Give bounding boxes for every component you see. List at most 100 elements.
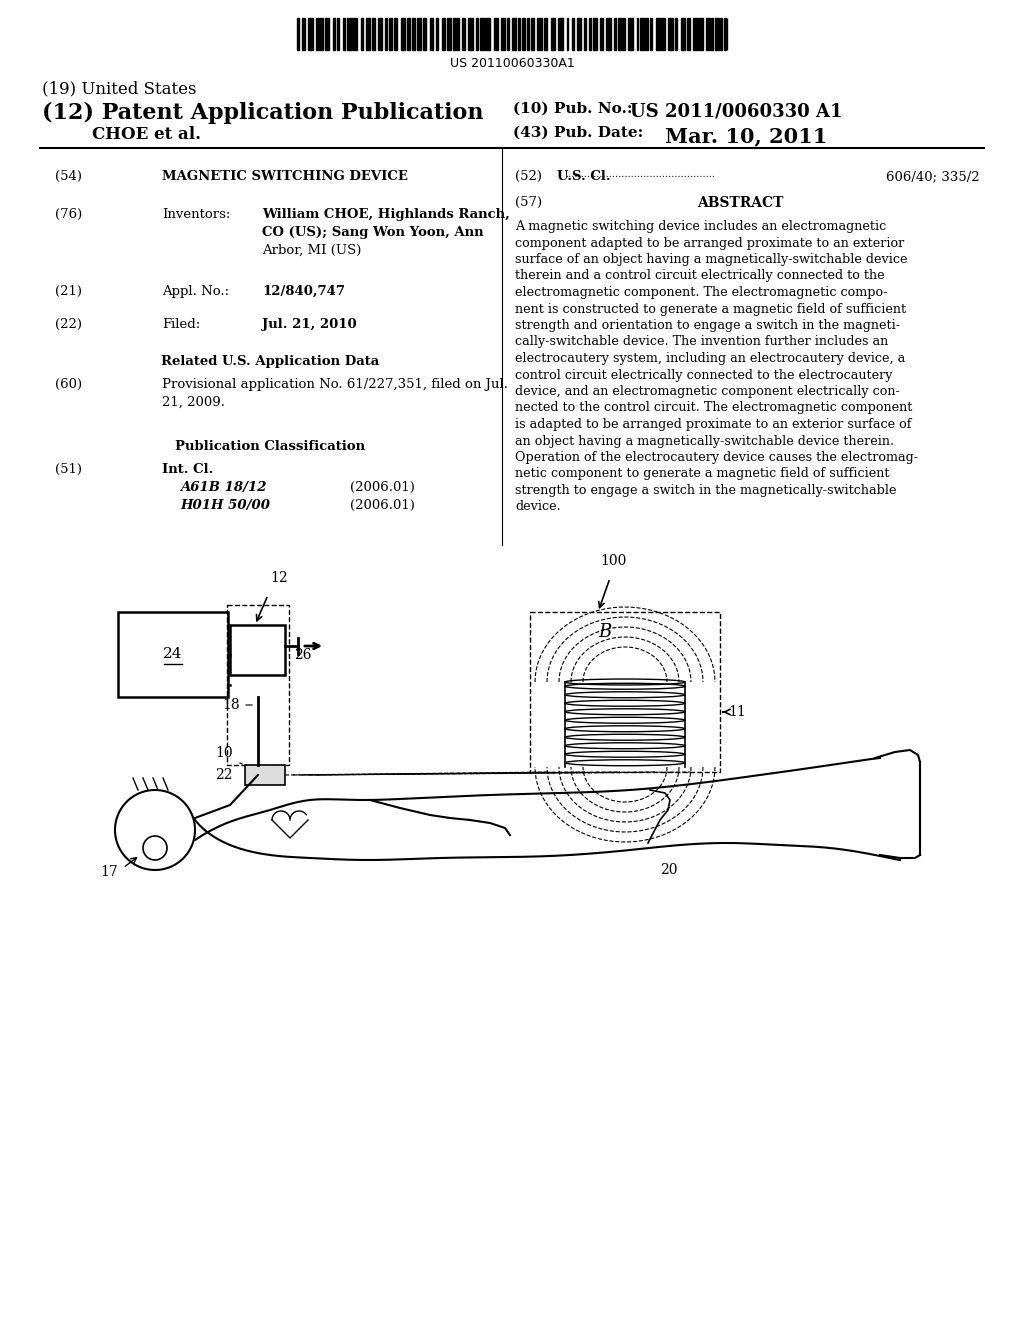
Bar [538, 18, 542, 50]
Bar [245, 766, 285, 785]
Text: (19) United States: (19) United States [42, 81, 197, 96]
Text: Int. Cl.: Int. Cl. [162, 463, 213, 477]
Bar [446, 18, 451, 50]
Bar [385, 18, 387, 50]
Text: ABSTRACT: ABSTRACT [696, 195, 783, 210]
Text: cally-switchable device. The invention further includes an: cally-switchable device. The invention f… [515, 335, 888, 348]
Text: 12/840,747: 12/840,747 [262, 285, 345, 298]
Bar [454, 18, 456, 50]
Bar [589, 18, 591, 50]
Bar [699, 18, 702, 50]
Bar [118, 612, 228, 697]
Bar [584, 18, 586, 50]
Bar [617, 18, 621, 50]
Bar [462, 18, 465, 50]
Bar [480, 18, 483, 50]
Text: Provisional application No. 61/227,351, filed on Jul.: Provisional application No. 61/227,351, … [162, 378, 508, 391]
Bar [724, 18, 726, 50]
Bar [530, 612, 720, 772]
Text: 22: 22 [215, 768, 233, 781]
Bar [650, 18, 652, 50]
Bar [494, 18, 499, 50]
Text: device.: device. [515, 500, 561, 513]
Text: nected to the control circuit. The electromagnetic component: nected to the control circuit. The elect… [515, 401, 912, 414]
Bar [394, 18, 397, 50]
Bar [321, 18, 323, 50]
Bar [343, 18, 345, 50]
Text: Operation of the electrocautery device causes the electromag-: Operation of the electrocautery device c… [515, 451, 918, 465]
Bar [558, 18, 563, 50]
Bar [600, 18, 603, 50]
Bar [353, 18, 356, 50]
Text: component adapted to be arranged proximate to an exterior: component adapted to be arranged proxima… [515, 236, 904, 249]
Text: electromagnetic component. The electromagnetic compo-: electromagnetic component. The electroma… [515, 286, 888, 300]
Bar [522, 18, 525, 50]
Bar [430, 18, 432, 50]
Text: 17: 17 [100, 865, 118, 879]
Bar [400, 18, 404, 50]
Bar [640, 18, 644, 50]
Text: 20: 20 [660, 863, 678, 876]
Text: control circuit electrically connected to the electrocautery: control circuit electrically connected t… [515, 368, 893, 381]
Text: (2006.01): (2006.01) [350, 480, 415, 494]
Bar [413, 18, 416, 50]
Bar [302, 18, 305, 50]
Bar [687, 18, 690, 50]
Text: (12) Patent Application Publication: (12) Patent Application Publication [42, 102, 483, 124]
Text: CHOE et al.: CHOE et al. [92, 125, 201, 143]
Bar [693, 18, 697, 50]
Bar [315, 18, 319, 50]
Bar [645, 18, 647, 50]
Bar [606, 18, 610, 50]
Text: therein and a control circuit electrically connected to the: therein and a control circuit electrical… [515, 269, 885, 282]
Text: (43) Pub. Date:: (43) Pub. Date: [513, 125, 643, 140]
Text: Mar. 10, 2011: Mar. 10, 2011 [665, 125, 827, 147]
Bar [720, 18, 722, 50]
Bar [512, 18, 516, 50]
Text: A magnetic switching device includes an electromagnetic: A magnetic switching device includes an … [515, 220, 886, 234]
Text: 606/40; 335/2: 606/40; 335/2 [887, 170, 980, 183]
Bar [230, 624, 285, 675]
Text: H01H 50/00: H01H 50/00 [180, 499, 270, 512]
Text: (10) Pub. No.:: (10) Pub. No.: [513, 102, 633, 116]
Text: (21): (21) [55, 285, 82, 298]
Bar [326, 18, 329, 50]
Text: nent is constructed to generate a magnetic field of sufficient: nent is constructed to generate a magnet… [515, 302, 906, 315]
Text: netic component to generate a magnetic field of sufficient: netic component to generate a magnetic f… [515, 467, 890, 480]
Bar [655, 18, 660, 50]
Text: Jul. 21, 2010: Jul. 21, 2010 [262, 318, 356, 331]
Bar [593, 18, 597, 50]
Text: device, and an electromagnetic component electrically con-: device, and an electromagnetic component… [515, 385, 900, 399]
Bar [297, 18, 299, 50]
Bar [436, 18, 438, 50]
Bar [571, 18, 574, 50]
Text: US 20110060330A1: US 20110060330A1 [450, 57, 574, 70]
Bar [308, 18, 313, 50]
Text: an object having a magnetically-switchable device therein.: an object having a magnetically-switchab… [515, 434, 894, 447]
Bar [457, 18, 459, 50]
Bar [629, 18, 633, 50]
Text: strength to engage a switch in the magnetically-switchable: strength to engage a switch in the magne… [515, 484, 896, 498]
Text: 11: 11 [728, 705, 745, 719]
Text: 12: 12 [270, 572, 288, 585]
Bar [507, 18, 509, 50]
Bar [577, 18, 581, 50]
Text: Related U.S. Application Data: Related U.S. Application Data [161, 355, 379, 368]
Text: (54): (54) [55, 170, 82, 183]
Bar [637, 18, 639, 50]
Text: A61B 18/12: A61B 18/12 [180, 480, 266, 494]
Bar [378, 18, 382, 50]
Bar [441, 18, 444, 50]
Text: (76): (76) [55, 209, 82, 220]
Text: is adapted to be arranged proximate to an exterior surface of: is adapted to be arranged proximate to a… [515, 418, 911, 432]
Bar [337, 18, 339, 50]
Bar [551, 18, 555, 50]
Text: (60): (60) [55, 378, 82, 391]
Bar [622, 18, 626, 50]
Text: (51): (51) [55, 463, 82, 477]
Text: Publication Classification: Publication Classification [175, 440, 366, 453]
Text: 10: 10 [215, 746, 233, 760]
Text: surface of an object having a magnetically-switchable device: surface of an object having a magnetical… [515, 253, 907, 267]
Bar [476, 18, 478, 50]
Text: Inventors:: Inventors: [162, 209, 230, 220]
